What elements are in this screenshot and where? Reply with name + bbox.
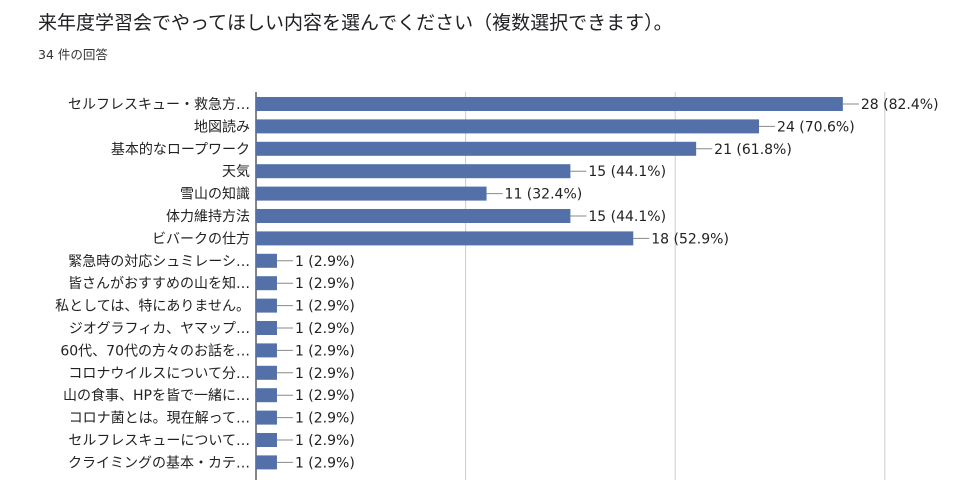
data-label: 15 (44.1%) <box>588 209 666 225</box>
bar <box>256 231 634 246</box>
data-label: 24 (70.6%) <box>777 119 855 135</box>
data-label: 1 (2.9%) <box>295 321 355 337</box>
category-label: 緊急時の対応シュミレーシ… <box>68 254 250 270</box>
data-label: 11 (32.4%) <box>505 187 583 203</box>
category-label: 基本的なロープワーク <box>111 141 250 158</box>
data-label: 1 (2.9%) <box>295 455 355 471</box>
category-label: 60代、70代の方々のお話を… <box>60 342 250 359</box>
data-label: 1 (2.9%) <box>295 343 355 359</box>
bar <box>256 97 843 111</box>
bar <box>256 365 277 380</box>
bar <box>256 141 697 156</box>
bar <box>256 410 277 425</box>
data-label: 28 (82.4%) <box>861 97 939 113</box>
category-label: 地図読み <box>194 118 250 135</box>
bar <box>256 321 277 335</box>
data-label: 15 (44.1%) <box>588 164 666 180</box>
data-label: 1 (2.9%) <box>295 433 355 449</box>
category-label: 山の食事、HPを皆で一緒に… <box>63 387 250 404</box>
data-label: 1 (2.9%) <box>295 366 355 382</box>
category-label: 皆さんがおすすめの山を知… <box>68 275 250 292</box>
bar <box>256 343 277 358</box>
category-label: ジオグラフィカ、ヤマップ… <box>69 321 250 337</box>
bar <box>256 209 571 223</box>
data-label: 1 (2.9%) <box>295 276 355 292</box>
bar <box>256 164 571 179</box>
category-label: セルフレスキュー・救急方… <box>68 97 250 113</box>
data-label: 1 (2.9%) <box>295 254 355 270</box>
category-label: ビバークの仕方 <box>152 231 250 247</box>
category-label: 雪山の知識 <box>180 186 250 203</box>
bar <box>256 455 277 470</box>
data-label: 21 (61.8%) <box>714 142 792 158</box>
bar <box>256 119 760 134</box>
data-label: 1 (2.9%) <box>295 411 355 427</box>
category-label: セルフレスキューについて… <box>68 433 250 449</box>
category-label: コロナ菌とは。現在解って… <box>69 411 250 427</box>
bar <box>256 276 277 291</box>
data-label: 1 (2.9%) <box>295 299 355 315</box>
form-question-title: 来年度学習会でやってほしい内容を選んでください（複数選択できます）。 <box>38 12 673 34</box>
category-label: 私としては、特にありません。 <box>55 299 250 315</box>
category-label: クライミングの基本・カテ… <box>68 454 250 471</box>
response-count: 34 件の回答 <box>38 47 108 62</box>
category-label: 体力維持方法 <box>166 209 250 225</box>
data-label: 18 (52.9%) <box>651 231 729 247</box>
data-label: 1 (2.9%) <box>295 388 355 404</box>
bar <box>256 298 277 313</box>
category-label: コロナウイルスについて分… <box>68 366 250 382</box>
bar <box>256 186 487 201</box>
bar <box>256 388 277 403</box>
bar <box>256 433 277 447</box>
bar <box>256 253 277 268</box>
category-label: 天気 <box>222 164 250 180</box>
